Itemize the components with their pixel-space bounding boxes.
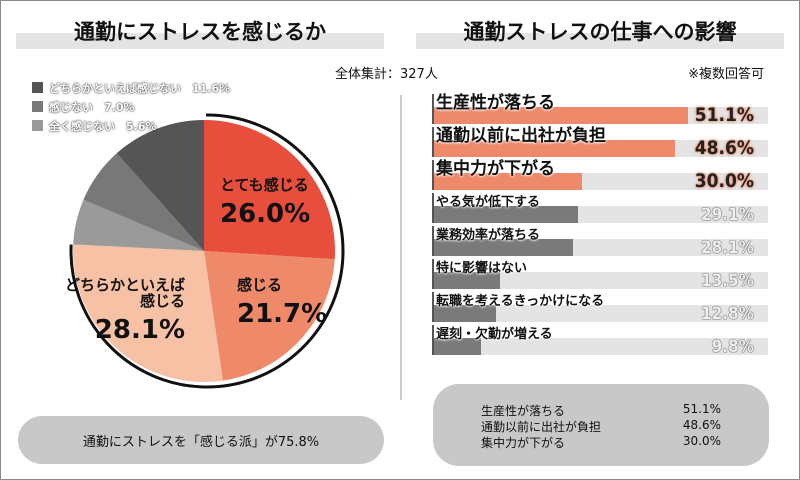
bar-row: 遅刻・欠勤が増える 9.8% <box>432 321 768 357</box>
bar-value: 12.8% <box>700 304 754 324</box>
title-underbar <box>416 33 784 49</box>
pie-slice <box>73 199 204 251</box>
legend-label: 全く感じない 5.6% <box>49 119 157 133</box>
summary-label: 通勤以前に出社が負担 <box>481 420 602 434</box>
bar-value: 9.8% <box>711 337 754 357</box>
bar-tick <box>432 193 434 223</box>
bar-value: 48.6% <box>694 137 754 159</box>
bar-value: 28.1% <box>700 238 754 258</box>
summary-row: 生産性が落ちる 51.1% <box>481 402 721 419</box>
bar-row: 業務効率が落ちる 28.1% <box>432 222 768 258</box>
pie-slice <box>73 244 223 382</box>
title-underbar <box>16 33 384 49</box>
legend-swatch <box>32 82 43 93</box>
bar-tick <box>432 325 434 355</box>
bar-value: 30.0% <box>694 170 754 192</box>
summary-right: 生産性が落ちる 51.1% 通勤以前に出社が負担 48.6% 集中力が下がる 30.0… <box>433 384 769 466</box>
bar-fill <box>432 206 578 223</box>
pie-slice-value: 28.1% <box>95 315 185 345</box>
summary-value: 30.0% <box>682 434 721 448</box>
summary-row: 集中力が下がる 30.0% <box>481 434 721 451</box>
bar-fill <box>432 140 675 157</box>
summary-left-text: 通勤にストレスを「感じる派」が75.8% <box>82 434 320 450</box>
bar-tick <box>432 226 434 256</box>
bar-tick <box>432 127 434 157</box>
bar-track <box>432 272 768 289</box>
bar-label: 転職を考えるきっかけになる <box>436 294 605 309</box>
bar-label: 特に影響はない <box>436 261 528 276</box>
summary-value: 51.1% <box>682 402 721 416</box>
bar-value: 51.1% <box>694 104 754 126</box>
bar-label: 業務効率が落ちる <box>436 228 541 243</box>
pie-slice-label: 感じる <box>237 276 282 294</box>
legend-item: どちらかといえば感じない 11.6% <box>32 78 230 97</box>
bar-fill <box>432 305 496 322</box>
bar-label: 集中力が下がる <box>436 159 555 179</box>
right-title-block: 通勤ストレスの仕事への影響 <box>416 16 784 56</box>
bar-tick <box>432 94 434 124</box>
bar-fill <box>432 272 500 289</box>
bar-tick <box>432 259 434 289</box>
bar-track <box>432 305 768 322</box>
total-count: 全体集計：327人 <box>335 67 438 82</box>
bar-fill <box>432 107 688 124</box>
pie-slice-value: 21.7% <box>237 299 327 329</box>
pie-legend: どちらかといえば感じない 11.6% 感じない 7.0% 全く感じない 5.6% <box>32 78 230 135</box>
bar-label: 遅刻・欠勤が増える <box>436 327 553 342</box>
bar-label: やる気が低下する <box>436 195 541 210</box>
bar-track <box>432 338 768 355</box>
bar-row: 特に影響はない 13.5% <box>432 255 768 291</box>
pie-slice-label: 感じる <box>140 292 185 310</box>
pie-slice-label: とても感じる <box>220 176 309 194</box>
bar-row: 転職を考えるきっかけになる 12.8% <box>432 288 768 324</box>
divider <box>400 95 402 400</box>
feel-group-outline-arc <box>69 113 345 389</box>
left-title: 通勤にストレスを感じるか <box>74 20 326 44</box>
right-title: 通勤ストレスの仕事への影響 <box>463 20 737 44</box>
bar-value: 29.1% <box>700 205 754 225</box>
legend-item: 感じない 7.0% <box>32 97 230 116</box>
summary-left: 通勤にストレスを「感じる派」が75.8% <box>18 416 384 464</box>
legend-swatch <box>32 120 43 131</box>
bar-row: やる気が低下する 29.1% <box>432 189 768 225</box>
pie-slice <box>116 120 204 251</box>
bar-row: 集中力が下がる 30.0% <box>432 156 768 192</box>
legend-label: どちらかといえば感じない 11.6% <box>49 81 231 95</box>
legend-swatch <box>32 101 43 112</box>
bar-tick <box>432 160 434 190</box>
pie-slice <box>83 153 204 251</box>
bar-label: 生産性が落ちる <box>436 93 555 113</box>
bar-tick <box>432 292 434 322</box>
summary-label: 集中力が下がる <box>481 436 566 450</box>
bar-row: 通勤以前に出社が負担 48.6% <box>432 123 768 159</box>
legend-item: 全く感じない 5.6% <box>32 116 230 135</box>
bar-label: 通勤以前に出社が負担 <box>436 126 606 146</box>
bar-value: 13.5% <box>700 271 754 291</box>
legend-label: 感じない 7.0% <box>49 100 135 114</box>
summary-label: 生産性が落ちる <box>481 404 566 418</box>
summary-value: 48.6% <box>682 418 721 432</box>
left-title-block: 通勤にストレスを感じるか <box>16 16 384 56</box>
bar-row: 生産性が落ちる 51.1% <box>432 90 768 126</box>
pie-slice <box>204 251 335 381</box>
multiple-answer-note: ※複数回答可 <box>688 67 764 82</box>
summary-row: 通勤以前に出社が負担 48.6% <box>481 418 721 435</box>
bar-fill <box>432 239 573 256</box>
pie-slice-label: どちらかといえば <box>65 276 185 294</box>
bar-fill <box>432 173 582 190</box>
pie-slice <box>204 120 335 260</box>
pie-slice-value: 26.0% <box>220 199 310 229</box>
bar-fill <box>432 338 481 355</box>
